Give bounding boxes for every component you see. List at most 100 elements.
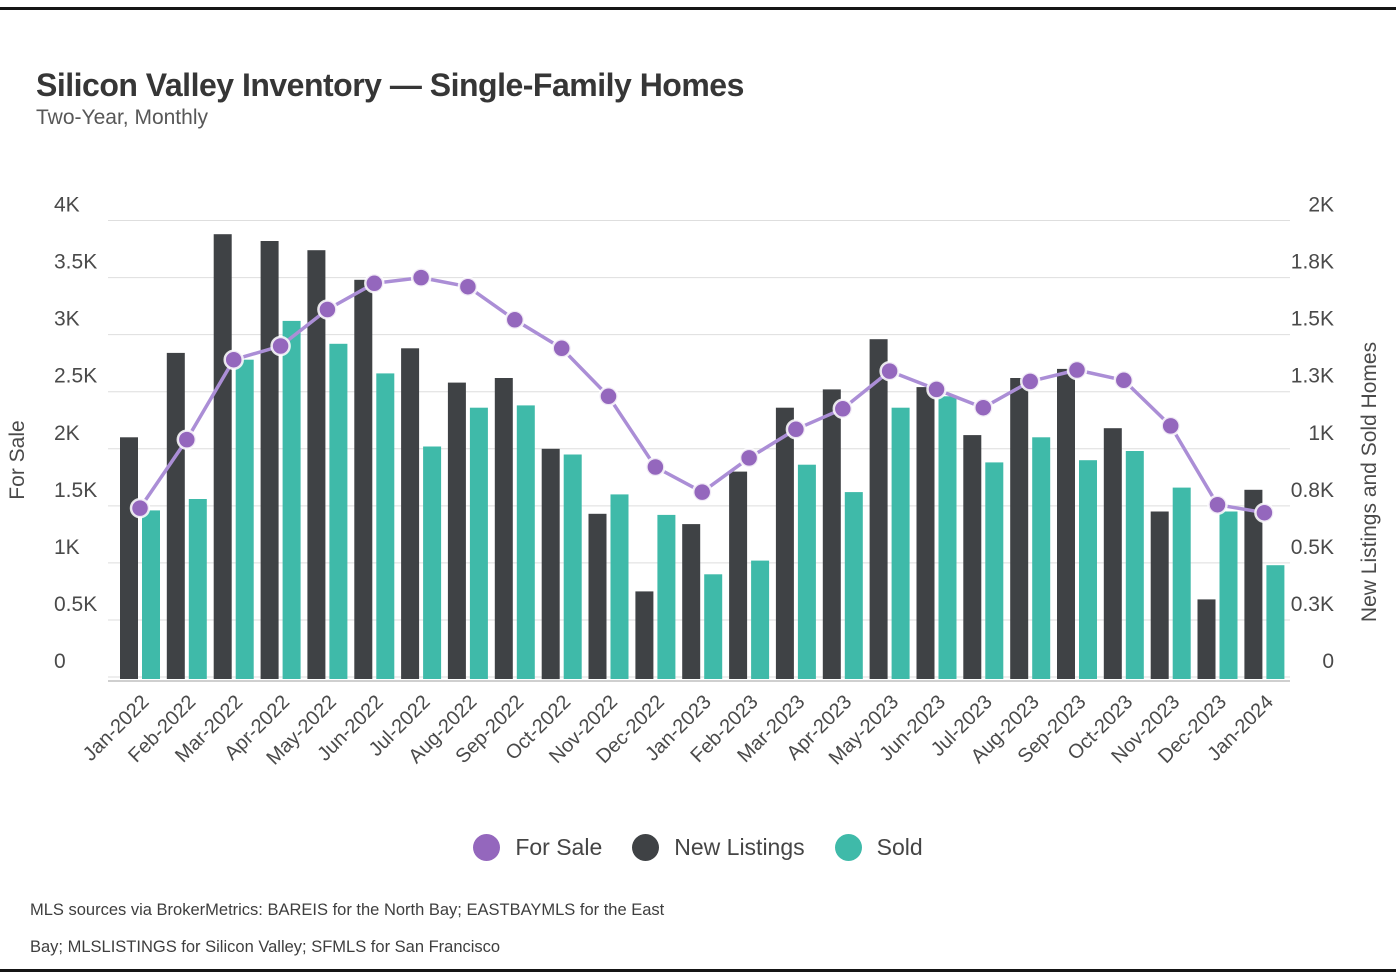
left-axis-title: For Sale xyxy=(6,420,29,499)
point-for-sale-Mar-2023[interactable] xyxy=(785,419,807,440)
bar-new-listings-Apr-2022[interactable] xyxy=(260,241,279,679)
bar-new-listings-Oct-2022[interactable] xyxy=(541,448,560,680)
bar-new-listings-Oct-2023[interactable] xyxy=(1103,428,1122,679)
point-for-sale-Nov-2023[interactable] xyxy=(1160,415,1181,437)
left-axis-tick-label: 1K xyxy=(54,536,80,559)
bar-new-listings-Jul-2023[interactable] xyxy=(963,435,982,679)
bar-sold-Aug-2023[interactable] xyxy=(1032,437,1051,679)
bar-new-listings-Jan-2023[interactable] xyxy=(682,524,701,679)
point-for-sale-Sep-2022[interactable] xyxy=(504,309,526,331)
bar-sold-Jul-2022[interactable] xyxy=(423,446,442,680)
left-axis-tick-label: 3.5K xyxy=(54,251,97,274)
point-for-sale-Jul-2022[interactable] xyxy=(410,267,432,288)
point-for-sale-Dec-2022[interactable] xyxy=(645,456,666,478)
bar-sold-Jan-2023[interactable] xyxy=(704,574,723,679)
bar-new-listings-Jun-2023[interactable] xyxy=(916,387,935,679)
bar-new-listings-Jun-2022[interactable] xyxy=(354,279,373,679)
point-for-sale-Sep-2023[interactable] xyxy=(1066,359,1088,381)
bar-sold-Nov-2023[interactable] xyxy=(1172,487,1191,679)
right-axis-tick-label: 2K xyxy=(1308,194,1334,217)
for-sale-swatch-icon xyxy=(473,834,501,861)
bar-new-listings-Apr-2023[interactable] xyxy=(822,389,841,679)
point-for-sale-Aug-2022[interactable] xyxy=(457,276,479,297)
bar-sold-Sep-2022[interactable] xyxy=(516,405,535,679)
bar-sold-Jun-2022[interactable] xyxy=(376,373,395,679)
bar-sold-Oct-2023[interactable] xyxy=(1125,451,1144,679)
bar-new-listings-Jan-2024[interactable] xyxy=(1244,489,1263,679)
bottom-rule xyxy=(0,969,1396,972)
legend-item-sold[interactable]: Sold xyxy=(834,834,923,861)
bar-sold-Jan-2024[interactable] xyxy=(1266,565,1285,679)
point-for-sale-Jul-2023[interactable] xyxy=(973,397,994,418)
point-for-sale-Feb-2022[interactable] xyxy=(176,429,198,450)
bar-sold-Mar-2023[interactable] xyxy=(797,464,816,679)
point-for-sale-Oct-2023[interactable] xyxy=(1113,370,1135,391)
right-axis-title: New Listings and Sold Homes xyxy=(1358,342,1381,622)
point-for-sale-Oct-2022[interactable] xyxy=(551,338,572,359)
bar-new-listings-Dec-2022[interactable] xyxy=(635,591,654,679)
bar-new-listings-May-2022[interactable] xyxy=(307,250,326,679)
page-title: Silicon Valley Inventory — Single-Family… xyxy=(36,67,744,104)
bar-sold-Jun-2023[interactable] xyxy=(938,396,957,679)
point-for-sale-May-2023[interactable] xyxy=(879,360,900,382)
bar-new-listings-Feb-2022[interactable] xyxy=(166,352,185,679)
bar-new-listings-Jul-2022[interactable] xyxy=(401,348,420,679)
top-rule xyxy=(0,7,1396,10)
bar-sold-Jul-2023[interactable] xyxy=(985,462,1004,679)
point-for-sale-Jan-2024[interactable] xyxy=(1254,502,1275,523)
left-axis-tick-label: 0 xyxy=(54,650,66,673)
point-for-sale-Dec-2023[interactable] xyxy=(1207,494,1228,515)
bar-sold-May-2022[interactable] xyxy=(329,343,348,679)
bar-sold-Oct-2022[interactable] xyxy=(563,454,582,680)
bar-new-listings-Jan-2022[interactable] xyxy=(120,437,138,679)
bar-sold-Mar-2022[interactable] xyxy=(235,359,254,679)
bar-new-listings-Mar-2023[interactable] xyxy=(775,407,794,679)
point-for-sale-Apr-2023[interactable] xyxy=(832,398,854,420)
point-for-sale-Jun-2023[interactable] xyxy=(926,379,947,400)
point-for-sale-Nov-2022[interactable] xyxy=(598,386,619,407)
right-axis-tick-label: 0 xyxy=(1322,650,1334,673)
left-axis-tick-label: 2K xyxy=(54,422,80,445)
point-for-sale-Jan-2023[interactable] xyxy=(691,481,713,503)
bar-sold-Dec-2022[interactable] xyxy=(657,514,676,679)
bar-new-listings-Dec-2023[interactable] xyxy=(1197,599,1216,679)
point-for-sale-Jan-2022[interactable] xyxy=(129,497,151,519)
point-for-sale-May-2022[interactable] xyxy=(317,299,338,320)
bar-new-listings-Sep-2023[interactable] xyxy=(1057,368,1075,679)
bar-new-listings-Nov-2023[interactable] xyxy=(1150,511,1169,680)
bar-new-listings-Sep-2022[interactable] xyxy=(494,378,513,679)
legend-item-for-sale[interactable]: For Sale xyxy=(473,834,602,861)
bar-sold-Sep-2023[interactable] xyxy=(1079,460,1097,679)
bar-sold-Aug-2022[interactable] xyxy=(469,407,488,679)
point-for-sale-Feb-2023[interactable] xyxy=(738,447,760,469)
bar-new-listings-Aug-2023[interactable] xyxy=(1010,378,1029,679)
bar-new-listings-Aug-2022[interactable] xyxy=(447,382,466,679)
bar-sold-Feb-2022[interactable] xyxy=(188,499,207,679)
right-axis-tick-label: 1.5K xyxy=(1291,308,1334,331)
source-note: MLS sources via BrokerMetrics: BAREIS fo… xyxy=(30,892,664,966)
page-subtitle: Two-Year, Monthly xyxy=(36,106,208,129)
bar-new-listings-Feb-2023[interactable] xyxy=(729,471,748,679)
bar-new-listings-Nov-2022[interactable] xyxy=(588,513,607,679)
point-for-sale-Jun-2022[interactable] xyxy=(364,273,385,294)
bar-sold-Apr-2022[interactable] xyxy=(282,320,301,679)
bar-new-listings-May-2023[interactable] xyxy=(869,339,888,679)
right-axis-tick-label: 0.3K xyxy=(1291,593,1334,616)
bar-sold-Dec-2023[interactable] xyxy=(1219,511,1238,680)
right-axis-tick-label: 1.8K xyxy=(1291,251,1334,274)
point-for-sale-Mar-2022[interactable] xyxy=(223,349,244,370)
point-for-sale-Aug-2023[interactable] xyxy=(1019,371,1041,392)
right-axis-tick-label: 0.8K xyxy=(1291,479,1334,502)
bar-sold-Jan-2022[interactable] xyxy=(142,510,160,679)
bar-new-listings-Mar-2022[interactable] xyxy=(213,234,232,679)
bar-sold-Nov-2022[interactable] xyxy=(610,494,629,679)
bar-sold-Apr-2023[interactable] xyxy=(844,492,863,679)
source-note-line1: MLS sources via BrokerMetrics: BAREIS fo… xyxy=(30,901,665,919)
bar-sold-May-2023[interactable] xyxy=(891,407,910,679)
left-axis-tick-label: 0.5K xyxy=(54,593,97,616)
point-for-sale-Apr-2022[interactable] xyxy=(270,335,291,357)
legend-item-new-listings[interactable]: New Listings xyxy=(632,834,805,861)
bar-sold-Feb-2023[interactable] xyxy=(751,560,770,679)
inventory-chart: 0 0 0.5K 0.3K 1K 0.5K 1.5K 0.8K 2K 1K 2.5K 1.3K 3K 1.… xyxy=(6,194,1381,770)
